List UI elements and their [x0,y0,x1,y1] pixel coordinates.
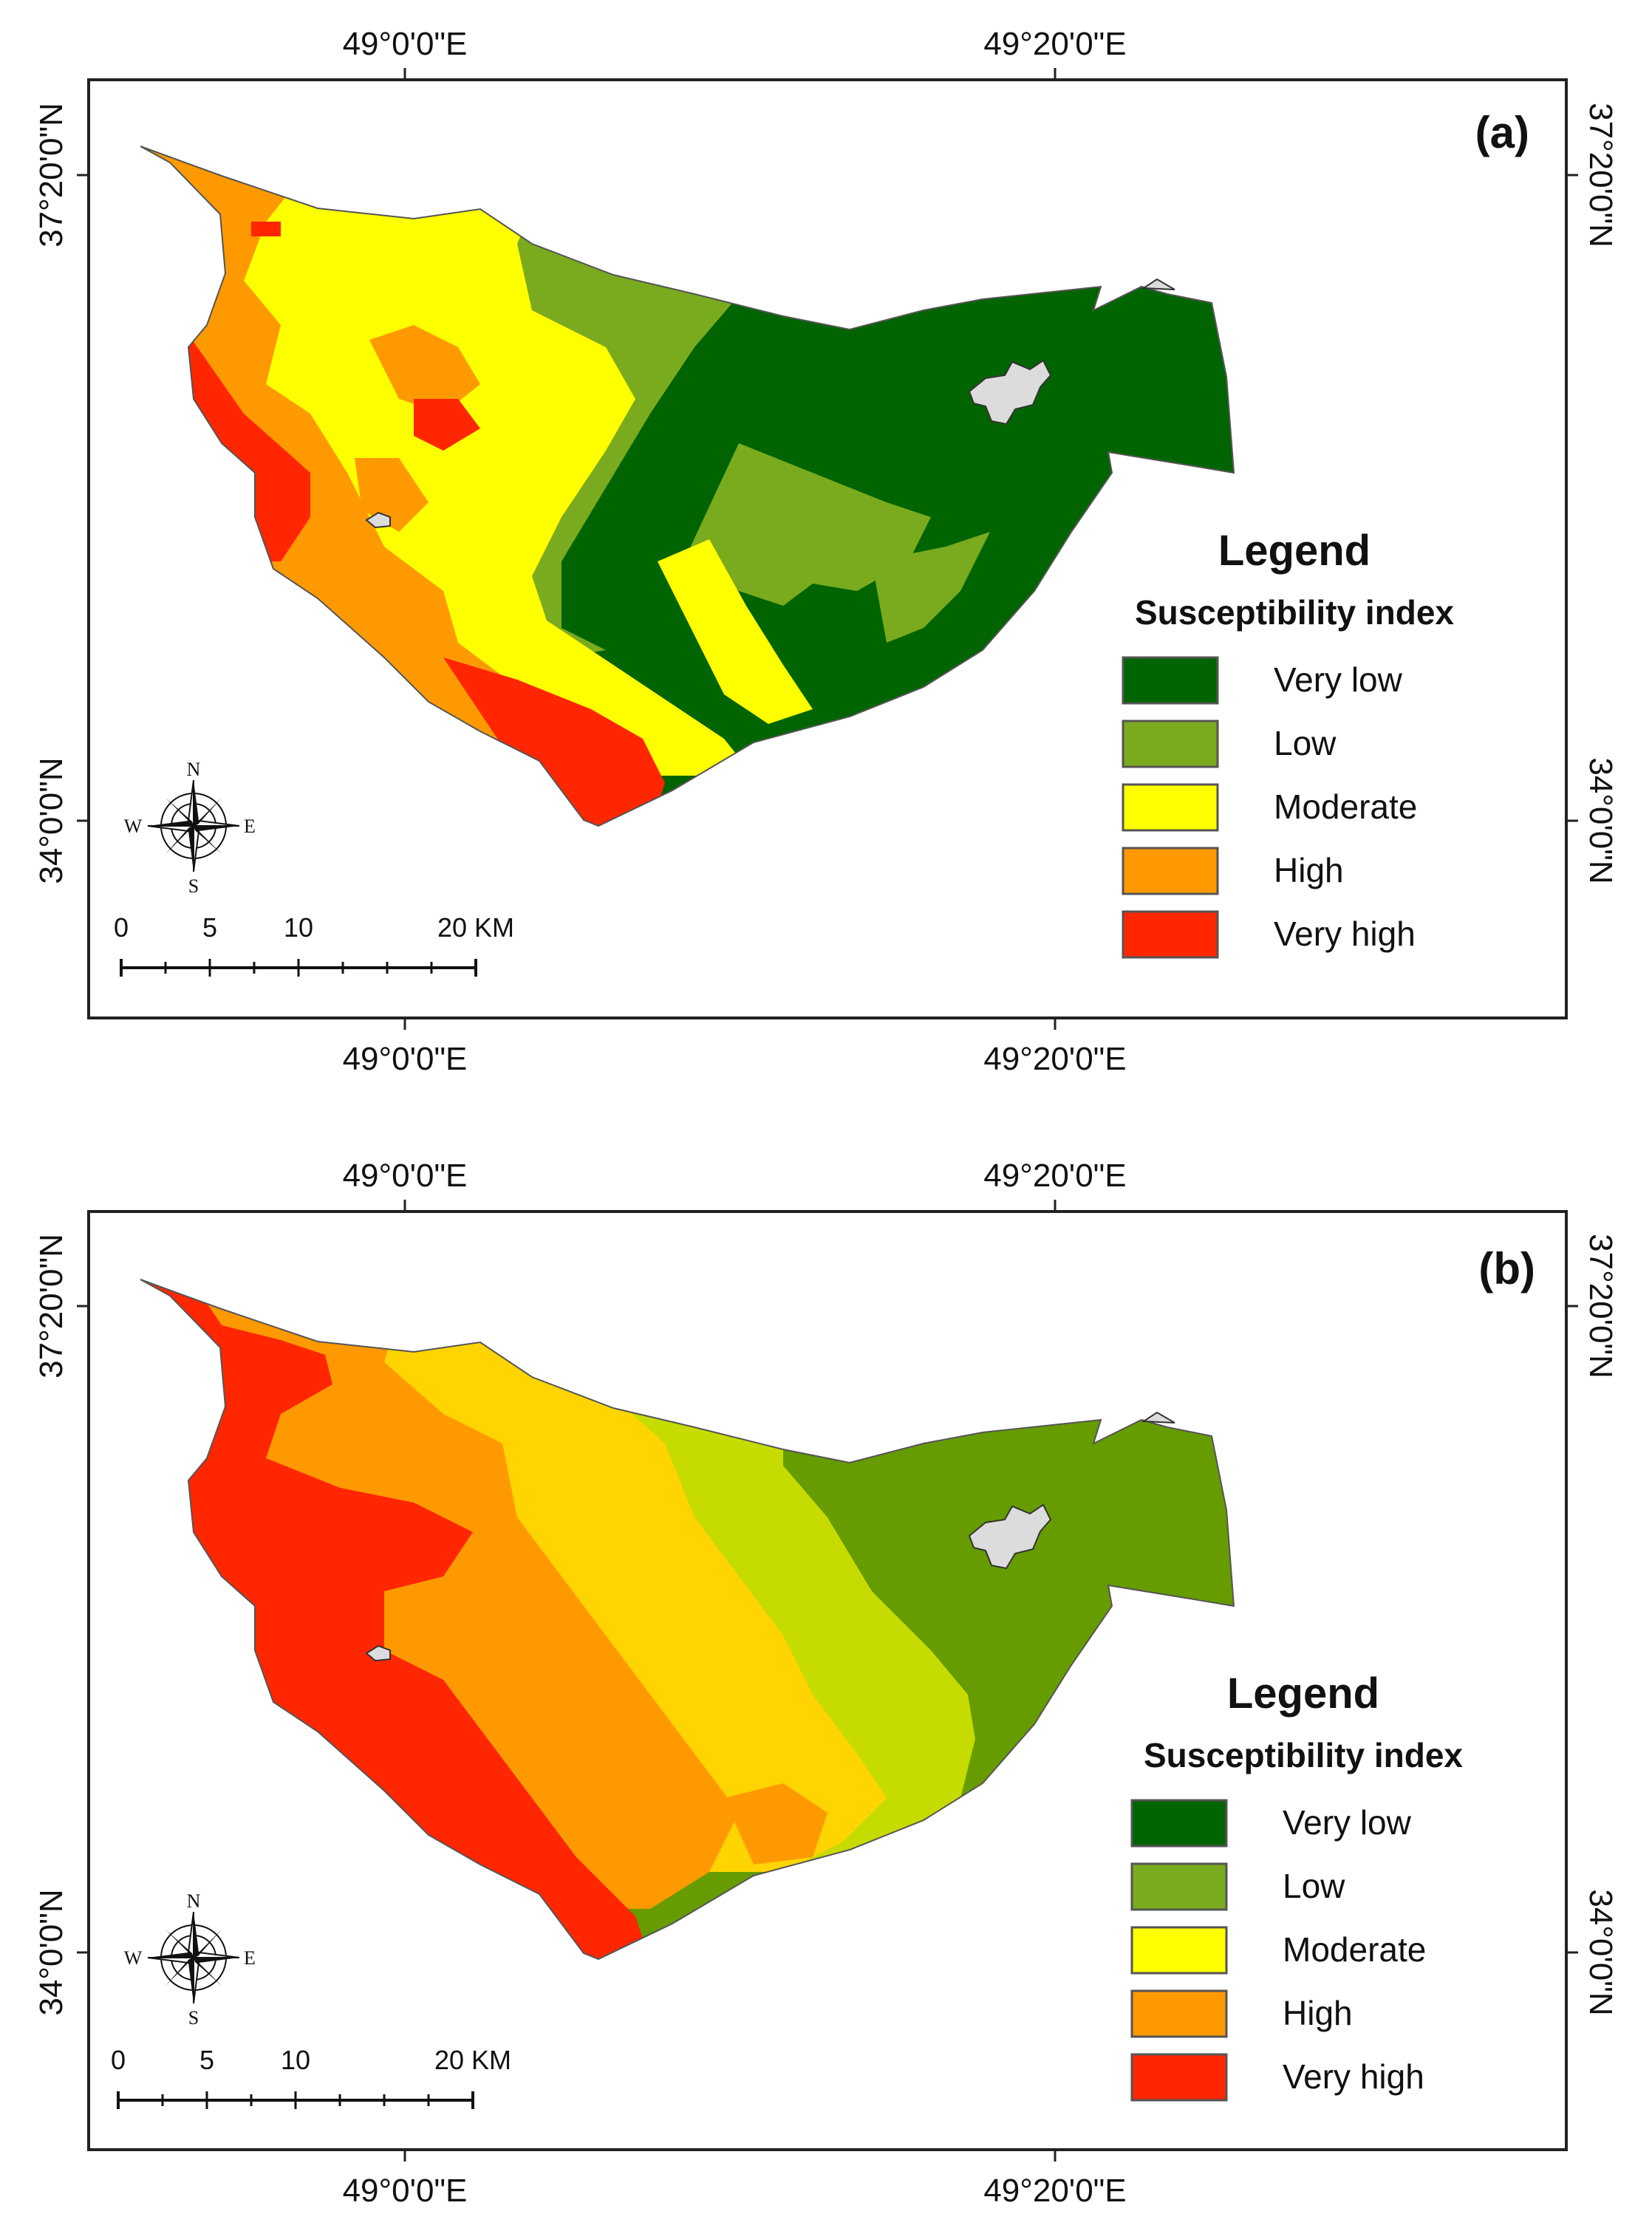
legend-swatch [1122,847,1219,895]
lon-label-bottom-2: 49°20'0"E [983,2173,1126,2209]
panel-label: (b) [1478,1244,1535,1294]
legend-swatch [1122,656,1219,705]
lat-label-right-2: 34°0'0"N [1583,757,1619,884]
map-panel-b: 49°0'0"E 49°20'0"E 49°0'0"E 49°20'0"E 37… [33,1158,1619,2209]
legend-swatch [1130,1926,1228,1975]
legend-label: Very high [1274,915,1416,953]
legend: Legend Susceptibility index Very low Low M… [1122,527,1454,959]
lat-label-left-2: 34°0'0"N [33,1889,69,2015]
legend-label: Very low [1274,660,1403,699]
compass-n: N [187,759,201,780]
scale-label-20: 20 KM [437,912,514,943]
lat-label-left-1: 37°20'0"N [33,103,69,247]
legend-subtitle: Susceptibility index [1144,1736,1463,1774]
panel-label: (a) [1475,108,1529,157]
legend-subtitle: Susceptibility index [1135,593,1454,632]
legend-swatch [1130,1989,1228,2038]
small-town-area [365,1644,391,1662]
study-area-boundary [140,146,1235,827]
lon-label-bottom-2: 49°20'0"E [983,1041,1126,1077]
lon-label-top-1: 49°0'0"E [343,26,468,62]
lat-label-left-2: 34°0'0"N [33,757,69,884]
compass-w: W [124,1947,143,1969]
legend-label: Very high [1283,2057,1424,2096]
legend-label: High [1283,1994,1353,2032]
compass-s: S [188,875,199,897]
scale-bar: 0 5 10 20 KM [111,2045,511,2111]
north-arrow-icon: N S E W [124,759,256,897]
compass-w: W [124,816,143,837]
legend-swatch [1130,1862,1228,1911]
small-town-area [365,511,391,529]
legend-swatch [1122,910,1219,959]
scale-label-5: 5 [199,2045,214,2075]
lat-label-left-1: 37°20'0"N [33,1234,69,1378]
legend: Legend Susceptibility index Very low Low M… [1130,1670,1463,2102]
north-arrow-icon: N S E W [124,1890,256,2029]
legend-label: Low [1283,1867,1345,1905]
compass-e: E [244,816,256,837]
scale-label-0: 0 [114,912,129,943]
compass-s: S [188,2007,199,2029]
scale-bar: 0 5 10 20 KM [114,912,514,978]
legend-title: Legend [1218,527,1371,575]
scale-label-0: 0 [111,2045,126,2075]
legend-swatch [1122,783,1219,832]
legend-title: Legend [1227,1670,1379,1718]
legend-swatch [1122,720,1219,768]
scale-label-10: 10 [284,912,313,943]
legend-label: Moderate [1274,787,1417,826]
lat-label-right-1: 37°20'0"N [1583,1234,1619,1378]
legend-swatch [1130,2053,1228,2102]
lon-label-bottom-1: 49°0'0"E [343,2173,468,2209]
lat-label-right-2: 34°0'0"N [1583,1889,1619,2015]
legend-label: Very low [1283,1803,1412,1842]
legend-label: Low [1274,724,1337,762]
lon-label-top-2: 49°20'0"E [983,26,1126,62]
legend-label: High [1274,851,1344,889]
scale-label-10: 10 [281,2045,310,2075]
scale-label-5: 5 [202,912,217,943]
map-panel-a: 49°0'0"E 49°20'0"E 49°0'0"E 49°20'0"E 37… [33,26,1619,1077]
lon-label-bottom-1: 49°0'0"E [343,1041,468,1077]
lon-label-top-2: 49°20'0"E [983,1158,1126,1194]
lon-label-top-1: 49°0'0"E [343,1158,468,1194]
lat-label-right-1: 37°20'0"N [1583,103,1619,247]
compass-n: N [187,1890,201,1912]
boundary-notch [1141,278,1175,290]
legend-label: Moderate [1283,1930,1426,1969]
study-area-boundary [140,1279,1235,1961]
compass-e: E [244,1947,256,1969]
legend-swatch [1130,1799,1228,1848]
boundary-notch [1141,1411,1175,1424]
scale-label-20: 20 KM [434,2045,511,2075]
